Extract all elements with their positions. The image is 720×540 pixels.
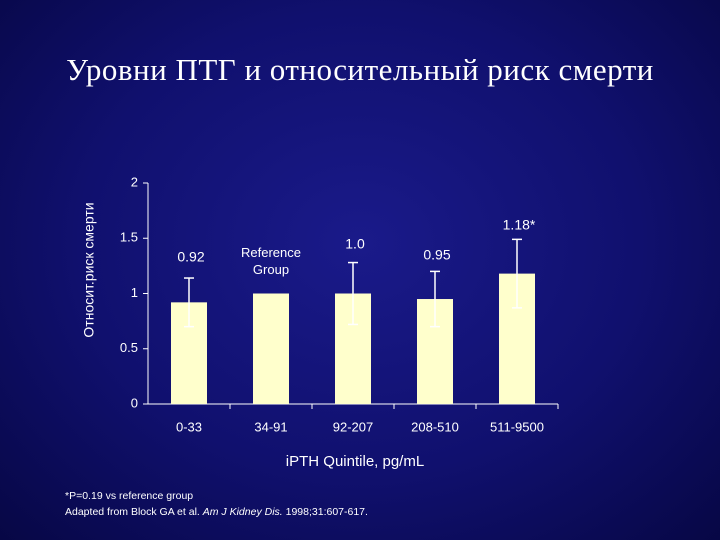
error-bar xyxy=(512,238,522,309)
footnote: *P=0.19 vs reference group xyxy=(65,490,194,502)
x-axis-label: iPTH Quintile, pg/mL xyxy=(286,453,424,470)
y-axis-label: Относит.риск смерти xyxy=(81,202,97,337)
data-label: 0.95 xyxy=(423,247,450,263)
x-tick-label: 511-9500 xyxy=(490,419,544,434)
y-tick-label: 2 xyxy=(131,174,138,189)
x-tick-label: 92-207 xyxy=(333,419,373,434)
source-journal: Am J Kidney Dis. xyxy=(202,506,283,518)
data-label: 1.0 xyxy=(345,236,365,252)
reference-label: Reference Group xyxy=(241,245,301,277)
error-bar xyxy=(348,261,358,326)
reference-label-box: Reference Group xyxy=(241,245,301,277)
x-tick-label: 34-91 xyxy=(254,419,287,434)
data-label: 0.92 xyxy=(177,249,204,265)
y-tick-label: 1.5 xyxy=(120,230,138,245)
y-tick-label: 0 xyxy=(131,395,138,410)
source: Adapted from Block GA et al. Am J Kidney… xyxy=(65,506,368,518)
bar xyxy=(253,293,289,404)
data-label: 1.18* xyxy=(503,217,536,233)
y-tick-label: 1 xyxy=(131,285,138,300)
x-tick-label: 0-33 xyxy=(176,419,202,434)
y-tick-label: 0.5 xyxy=(120,340,138,355)
chart-title: Уровни ПТГ и относительный риск смерти xyxy=(66,52,654,87)
error-bar xyxy=(430,270,440,328)
source-text: Adapted from Block GA et al. xyxy=(65,506,203,518)
x-tick-label: 208-510 xyxy=(411,419,459,434)
error-bar xyxy=(184,277,194,328)
source-text: 1998;31:607-617. xyxy=(282,506,368,518)
